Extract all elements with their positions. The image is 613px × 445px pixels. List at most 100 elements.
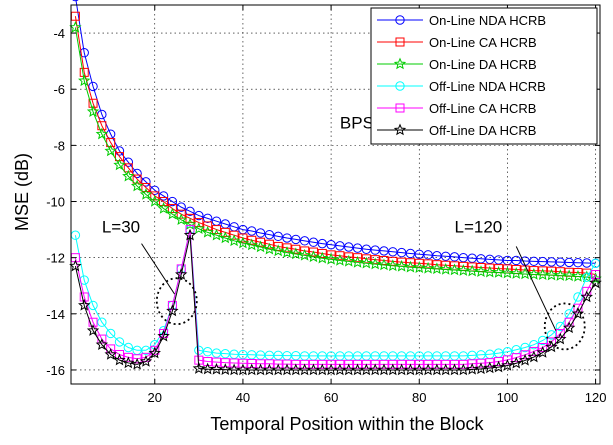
data-point (520, 342, 530, 353)
data-point (545, 340, 558, 353)
legend-marker (393, 123, 407, 136)
data-point (86, 324, 100, 336)
data-point (368, 257, 382, 270)
data-point (430, 262, 444, 275)
annotation-arrow (515, 246, 557, 331)
data-point (210, 228, 223, 241)
x-tick-label: 40 (236, 390, 250, 405)
legend-label: On-Line DA HCRB (429, 57, 537, 72)
legend-label: Off-Line CA HCRB (429, 101, 536, 116)
data-point (273, 231, 283, 242)
data-point (280, 246, 294, 258)
y-tick-label: -4 (53, 26, 65, 41)
data-point (192, 362, 206, 374)
data-point (263, 242, 276, 255)
data-point (183, 228, 197, 241)
data-point (335, 251, 345, 261)
data-point (211, 357, 221, 367)
data-point (203, 357, 213, 367)
data-point (465, 264, 479, 277)
data-point (202, 213, 213, 224)
data-point (511, 353, 521, 363)
data-point (291, 234, 301, 245)
data-point (185, 206, 195, 217)
data-point (113, 353, 126, 366)
data-point (158, 191, 169, 201)
data-point (247, 359, 257, 369)
data-point (176, 202, 186, 212)
data-point (159, 328, 169, 338)
data-point (282, 243, 292, 253)
data-point (404, 260, 417, 273)
annotation-l120: L=120 (455, 217, 503, 236)
legend-box (370, 7, 598, 145)
data-point (238, 358, 248, 368)
annotation-circle (155, 277, 198, 326)
data-point (211, 225, 221, 235)
data-point (139, 187, 153, 200)
data-point (316, 251, 329, 264)
data-point (423, 359, 433, 369)
data-point (167, 196, 178, 207)
data-point (185, 225, 195, 235)
data-point (353, 253, 363, 263)
legend-label: On-Line NDA HCRB (429, 13, 546, 28)
data-point (104, 144, 117, 157)
data-point (571, 269, 585, 282)
y-axis-label: MSE (dB) (12, 153, 32, 231)
data-point (547, 337, 557, 347)
x-tick-label: 80 (412, 390, 426, 405)
data-point (483, 361, 496, 374)
data-point (342, 254, 355, 267)
data-point (308, 359, 318, 369)
data-point (97, 317, 107, 327)
data-point (545, 268, 558, 281)
data-point (546, 330, 557, 340)
data-point (255, 228, 266, 238)
legend-marker (395, 15, 405, 25)
data-point (413, 261, 426, 274)
data-point (344, 359, 354, 369)
x-axis-ticks: 20 40 60 80 100 120 (148, 5, 606, 405)
data-point (105, 328, 116, 339)
annotation-circle (543, 302, 586, 351)
series-off-line-da-hcrb (69, 228, 602, 376)
data-point (439, 262, 452, 275)
data-point (474, 265, 488, 277)
data-point (150, 185, 160, 195)
data-point (326, 359, 336, 369)
plot-frame (70, 4, 601, 385)
data-point (148, 195, 161, 207)
series-on-line-da-hcrb (69, 20, 602, 284)
data-point (150, 191, 160, 201)
data-point (254, 240, 267, 253)
data-point (104, 348, 117, 360)
data-point (148, 346, 161, 359)
data-point (494, 357, 504, 367)
data-point (227, 234, 241, 247)
data-point (335, 359, 345, 369)
data-point (175, 268, 188, 280)
data-point (573, 303, 583, 313)
legend-item: Off-Line CA HCRB (377, 101, 536, 116)
data-point (113, 158, 126, 171)
data-point (554, 332, 567, 345)
data-point (238, 233, 248, 243)
data-point (317, 359, 327, 369)
data-point (326, 240, 336, 250)
data-point (220, 358, 230, 368)
y-tick-label: -10 (46, 195, 65, 210)
data-point (352, 243, 363, 253)
data-point (308, 247, 318, 257)
y-tick-label: -12 (46, 251, 65, 266)
data-point (562, 269, 576, 282)
y-tick-label: -16 (46, 363, 65, 378)
data-point (159, 197, 169, 207)
data-point (324, 252, 338, 265)
data-point (529, 339, 539, 350)
legend-marker (393, 57, 407, 70)
data-point (123, 342, 134, 353)
data-point (520, 350, 530, 360)
data-point (69, 259, 82, 272)
data-point (272, 244, 285, 257)
